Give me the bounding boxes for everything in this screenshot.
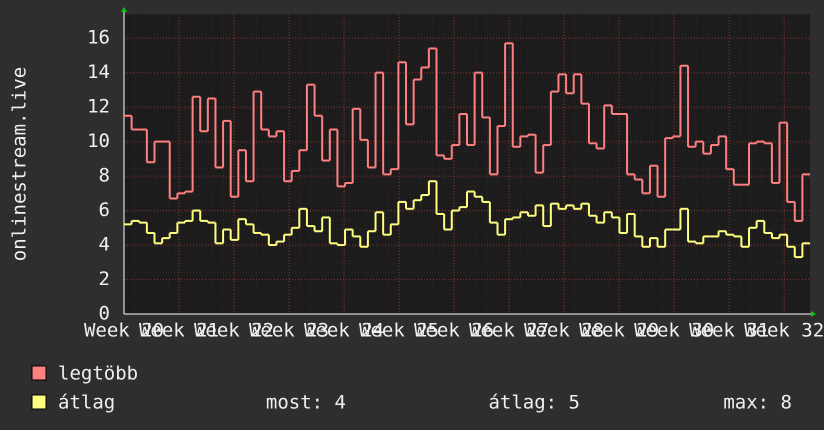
- x-tick-label: Week 30: [634, 320, 714, 342]
- x-tick-label: Week 21: [139, 320, 219, 342]
- axis-arrow: [121, 7, 127, 12]
- x-tick-label: Week 32: [744, 320, 824, 342]
- x-tick-label: Week 28: [524, 320, 604, 342]
- x-tick-label: Week 29: [579, 320, 659, 342]
- y-tick-label: 4: [99, 234, 110, 256]
- x-tick-label: Week 31: [689, 320, 769, 342]
- x-tick-label: Week 20: [84, 320, 164, 342]
- legend-stat: átlag: 5: [488, 392, 580, 414]
- legend-swatch: [31, 394, 47, 410]
- y-tick-label: 6: [99, 199, 110, 221]
- y-tick-label: 14: [87, 61, 110, 83]
- y-tick-label: 16: [87, 27, 110, 49]
- axis-arrow: [811, 311, 816, 317]
- legend-stat: most: 4: [266, 392, 346, 414]
- x-tick-label: Week 25: [359, 320, 439, 342]
- x-tick-label: Week 23: [249, 320, 329, 342]
- x-tick-label: Week 27: [469, 320, 549, 342]
- y-axis-label: onlinestream.live: [9, 67, 31, 261]
- x-tick-label: Week 26: [414, 320, 494, 342]
- legend-label: átlag: [58, 392, 115, 414]
- x-tick-label: Week 24: [304, 320, 384, 342]
- y-tick-label: 8: [99, 165, 110, 187]
- legend-stat: max: 8: [723, 392, 792, 414]
- legend-swatch: [31, 365, 47, 381]
- legend: legtöbb átlag most: 4 átlag: 5 max: 8: [31, 363, 792, 414]
- legend-label: legtöbb: [58, 363, 138, 385]
- y-tick-label: 0: [99, 303, 110, 325]
- minor-grid: [124, 14, 810, 314]
- x-tick-label: Week 22: [194, 320, 274, 342]
- y-tick-label: 10: [87, 130, 110, 152]
- y-tick-label: 12: [87, 96, 110, 118]
- y-tick-label: 2: [99, 268, 110, 290]
